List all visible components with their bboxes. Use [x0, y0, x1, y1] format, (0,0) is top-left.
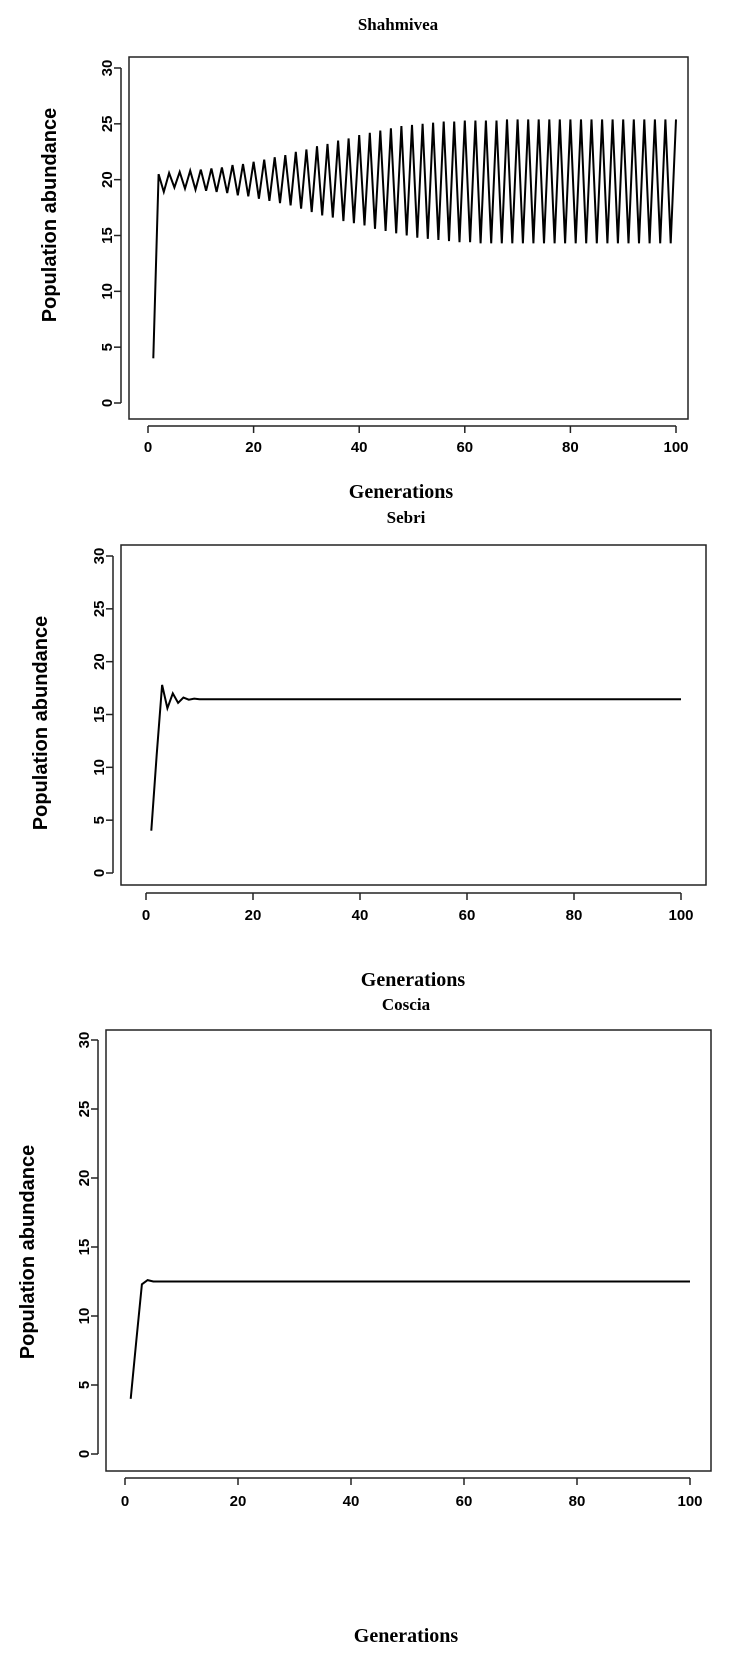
- x-axis-label: Generations: [349, 481, 454, 503]
- y-tick-label: 5: [76, 1381, 93, 1389]
- series-line: [152, 119, 677, 359]
- y-tick-label: 20: [76, 1170, 93, 1187]
- y-tick-label: 20: [91, 653, 108, 670]
- y-tick-label: 0: [76, 1450, 93, 1458]
- y-axis: 0 5 10 15 20 25 30: [76, 1032, 99, 1458]
- x-tick-label: 80: [569, 1493, 586, 1510]
- y-tick-label: 30: [91, 548, 108, 565]
- y-tick-label: 25: [91, 600, 108, 617]
- y-tick-label: 15: [99, 227, 116, 244]
- panel-3: Coscia 0 5 10 15 20 25 30 0 20 40 60 80 100 Generat…: [17, 995, 712, 1647]
- x-tick-label: 0: [142, 907, 150, 924]
- x-axis-label: Generations: [361, 969, 466, 991]
- y-tick-label: 15: [91, 706, 108, 723]
- chart-title: Shahmivea: [358, 15, 439, 34]
- y-axis-label: Population abundance: [17, 1145, 39, 1359]
- y-tick-label: 25: [99, 115, 116, 132]
- x-axis: 0 20 40 60 80 100: [121, 1477, 703, 1510]
- plot-frame: [128, 56, 689, 420]
- x-tick-label: 40: [343, 1493, 360, 1510]
- x-tick-label: 40: [352, 907, 369, 924]
- y-tick-label: 10: [76, 1308, 93, 1325]
- y-tick-label: 30: [99, 60, 116, 77]
- chart-title: Sebri: [387, 508, 426, 527]
- y-tick-label: 5: [99, 343, 116, 351]
- x-tick-label: 100: [668, 907, 693, 924]
- y-tick-label: 5: [91, 816, 108, 824]
- y-tick-label: 25: [76, 1101, 93, 1118]
- x-tick-label: 20: [230, 1493, 247, 1510]
- series-line: [150, 684, 681, 831]
- y-tick-label: 10: [99, 283, 116, 300]
- y-axis-label: Population abundance: [39, 108, 61, 322]
- x-tick-label: 0: [121, 1493, 129, 1510]
- y-tick-label: 20: [99, 171, 116, 188]
- x-axis: 0 20 40 60 80 100: [144, 425, 689, 456]
- x-axis: 0 20 40 60 80 100: [142, 892, 694, 924]
- x-tick-label: 60: [456, 439, 473, 456]
- panel-2: Sebri 0 5 10 15 20 25 30 0 20 40 60 80 100 Generati…: [30, 508, 707, 991]
- y-axis-label: Population abundance: [30, 616, 52, 830]
- y-axis: 0 5 10 15 20 25 30: [99, 60, 122, 407]
- x-tick-label: 100: [677, 1493, 702, 1510]
- x-tick-label: 20: [245, 439, 262, 456]
- x-axis-label: Generations: [354, 1625, 459, 1647]
- x-tick-label: 100: [663, 439, 688, 456]
- x-tick-label: 0: [144, 439, 152, 456]
- x-tick-label: 20: [245, 907, 262, 924]
- plot-frame: [120, 544, 707, 886]
- x-tick-label: 60: [459, 907, 476, 924]
- y-axis: 0 5 10 15 20 25 30: [91, 548, 114, 877]
- x-tick-label: 80: [566, 907, 583, 924]
- x-tick-label: 40: [351, 439, 368, 456]
- series-line: [129, 1279, 690, 1399]
- x-tick-label: 60: [456, 1493, 473, 1510]
- y-tick-label: 30: [76, 1032, 93, 1049]
- y-tick-label: 0: [99, 399, 116, 407]
- panel-1: Shahmivea 0 5 10 15 20 25 30 0 20 40 60 80 100 Gene…: [39, 15, 689, 503]
- y-tick-label: 10: [91, 759, 108, 776]
- x-tick-label: 80: [562, 439, 579, 456]
- y-tick-label: 15: [76, 1239, 93, 1256]
- chart-title: Coscia: [382, 995, 431, 1014]
- plot-frame: [105, 1029, 712, 1472]
- y-tick-label: 0: [91, 869, 108, 877]
